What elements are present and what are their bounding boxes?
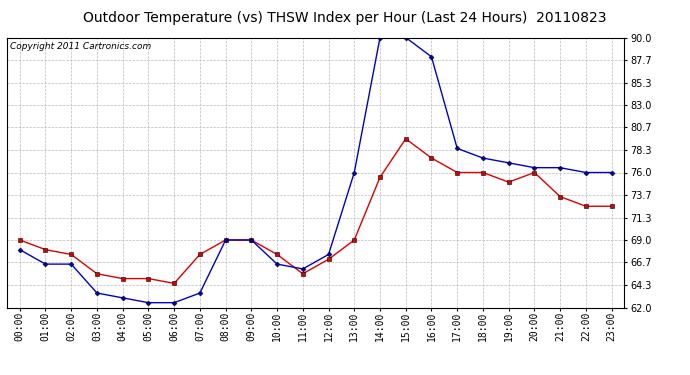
Text: Outdoor Temperature (vs) THSW Index per Hour (Last 24 Hours)  20110823: Outdoor Temperature (vs) THSW Index per … (83, 11, 607, 25)
Text: Copyright 2011 Cartronics.com: Copyright 2011 Cartronics.com (10, 42, 151, 51)
